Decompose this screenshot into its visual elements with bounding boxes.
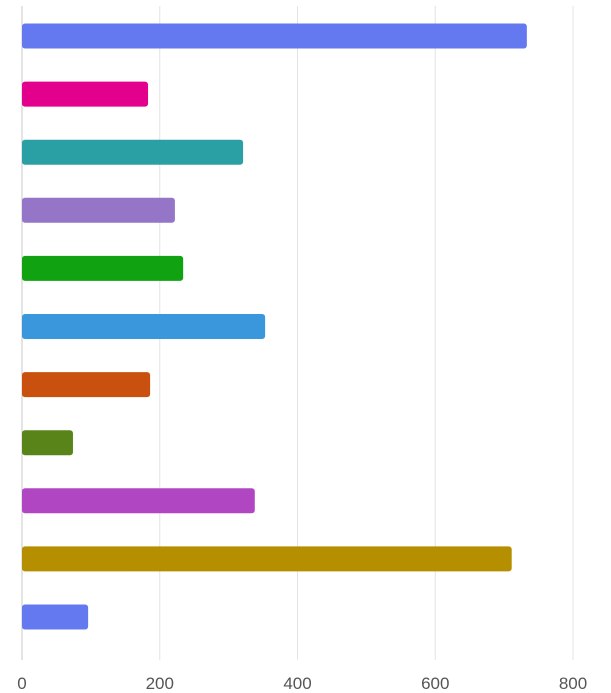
x-tick-label: 600: [421, 674, 449, 693]
x-tick-label: 200: [146, 674, 174, 693]
bar[interactable]: [22, 488, 255, 514]
bar[interactable]: [22, 604, 89, 630]
bar[interactable]: [22, 255, 184, 281]
x-tick-label: 0: [17, 674, 26, 693]
x-axis-tick-labels: 0 200 400 600 800: [17, 674, 587, 693]
x-tick-label: 400: [283, 674, 311, 693]
bar[interactable]: [22, 314, 266, 339]
bar[interactable]: [22, 81, 149, 107]
bar[interactable]: [22, 372, 151, 398]
bar[interactable]: [22, 23, 527, 49]
bar[interactable]: [22, 430, 73, 456]
bar[interactable]: [22, 139, 244, 165]
bar[interactable]: [22, 546, 512, 572]
bar[interactable]: [22, 197, 175, 223]
x-tick-label: 800: [559, 674, 587, 693]
bars: [22, 23, 527, 630]
